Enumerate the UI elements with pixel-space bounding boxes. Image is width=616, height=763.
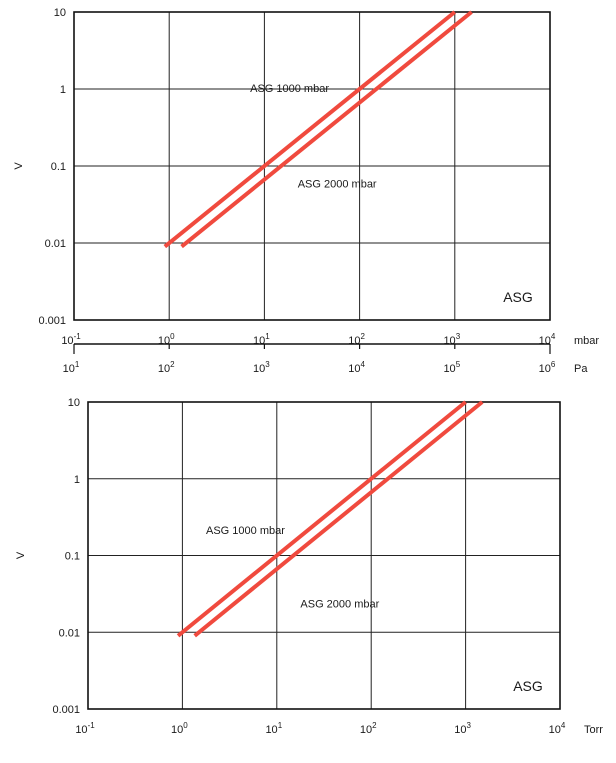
secondary-unit-label: Pa bbox=[574, 363, 588, 375]
plot-frame bbox=[73, 11, 551, 321]
secondary-x-tick-label: 101 bbox=[63, 360, 80, 375]
series-label-asg-2000-mbar: ASG 2000 mbar bbox=[300, 599, 379, 611]
y-tick-label: 0.1 bbox=[65, 551, 80, 563]
x-unit-label: Torr bbox=[584, 724, 603, 736]
y-tick-label: 0.1 bbox=[51, 161, 66, 173]
y-tick-label: 0.01 bbox=[45, 238, 66, 250]
y-tick-label: 0.001 bbox=[52, 704, 80, 716]
x-tick-label: 10-1 bbox=[75, 721, 95, 736]
x-tick-label: 100 bbox=[171, 721, 188, 736]
secondary-x-tick-label: 103 bbox=[253, 360, 270, 375]
series-line-asg-1000-mbar bbox=[163, 10, 457, 249]
series-line-asg-2000-mbar bbox=[193, 400, 484, 638]
series-line-asg-1000-mbar bbox=[176, 400, 467, 638]
chart-pressure-torr: ASG 1000 mbar ASG 2000 mbar ASG 10 1 0.1 0.01 0… bbox=[0, 380, 616, 763]
chart-pressure-mbar: ASG 1000 mbar ASG 2000 mbar ASG 10 1 0.1 0.01 0… bbox=[0, 0, 616, 380]
corner-label: ASG bbox=[503, 289, 533, 305]
y-tick-label: 10 bbox=[54, 7, 66, 19]
secondary-x-tick-label: 102 bbox=[158, 360, 175, 375]
x-tick-label: 103 bbox=[454, 721, 471, 736]
corner-label: ASG bbox=[513, 678, 543, 694]
y-tick-label: 0.001 bbox=[38, 315, 66, 327]
plot-frame bbox=[87, 401, 561, 710]
x-unit-label: mbar bbox=[574, 335, 599, 347]
secondary-x-tick-label: 105 bbox=[443, 360, 460, 375]
x-tick-label: 104 bbox=[549, 721, 566, 736]
series-label-asg-1000-mbar: ASG 1000 mbar bbox=[250, 83, 329, 95]
series-label-asg-2000-mbar: ASG 2000 mbar bbox=[298, 179, 377, 191]
y-tick-label: 1 bbox=[74, 474, 80, 486]
x-tick-label: 101 bbox=[265, 721, 282, 736]
y-tick-label: 10 bbox=[68, 397, 80, 409]
y-axis-label: V bbox=[15, 551, 27, 559]
x-tick-label: 10-1 bbox=[61, 332, 81, 347]
secondary-x-tick-label: 106 bbox=[539, 360, 556, 375]
y-tick-label: 1 bbox=[60, 84, 66, 96]
y-axis-label: V bbox=[13, 162, 25, 170]
secondary-x-tick-label: 104 bbox=[348, 360, 365, 375]
x-tick-label: 102 bbox=[360, 721, 377, 736]
series-label-asg-1000-mbar: ASG 1000 mbar bbox=[206, 525, 285, 537]
y-tick-label: 0.01 bbox=[59, 627, 80, 639]
series-line-asg-2000-mbar bbox=[180, 10, 473, 249]
